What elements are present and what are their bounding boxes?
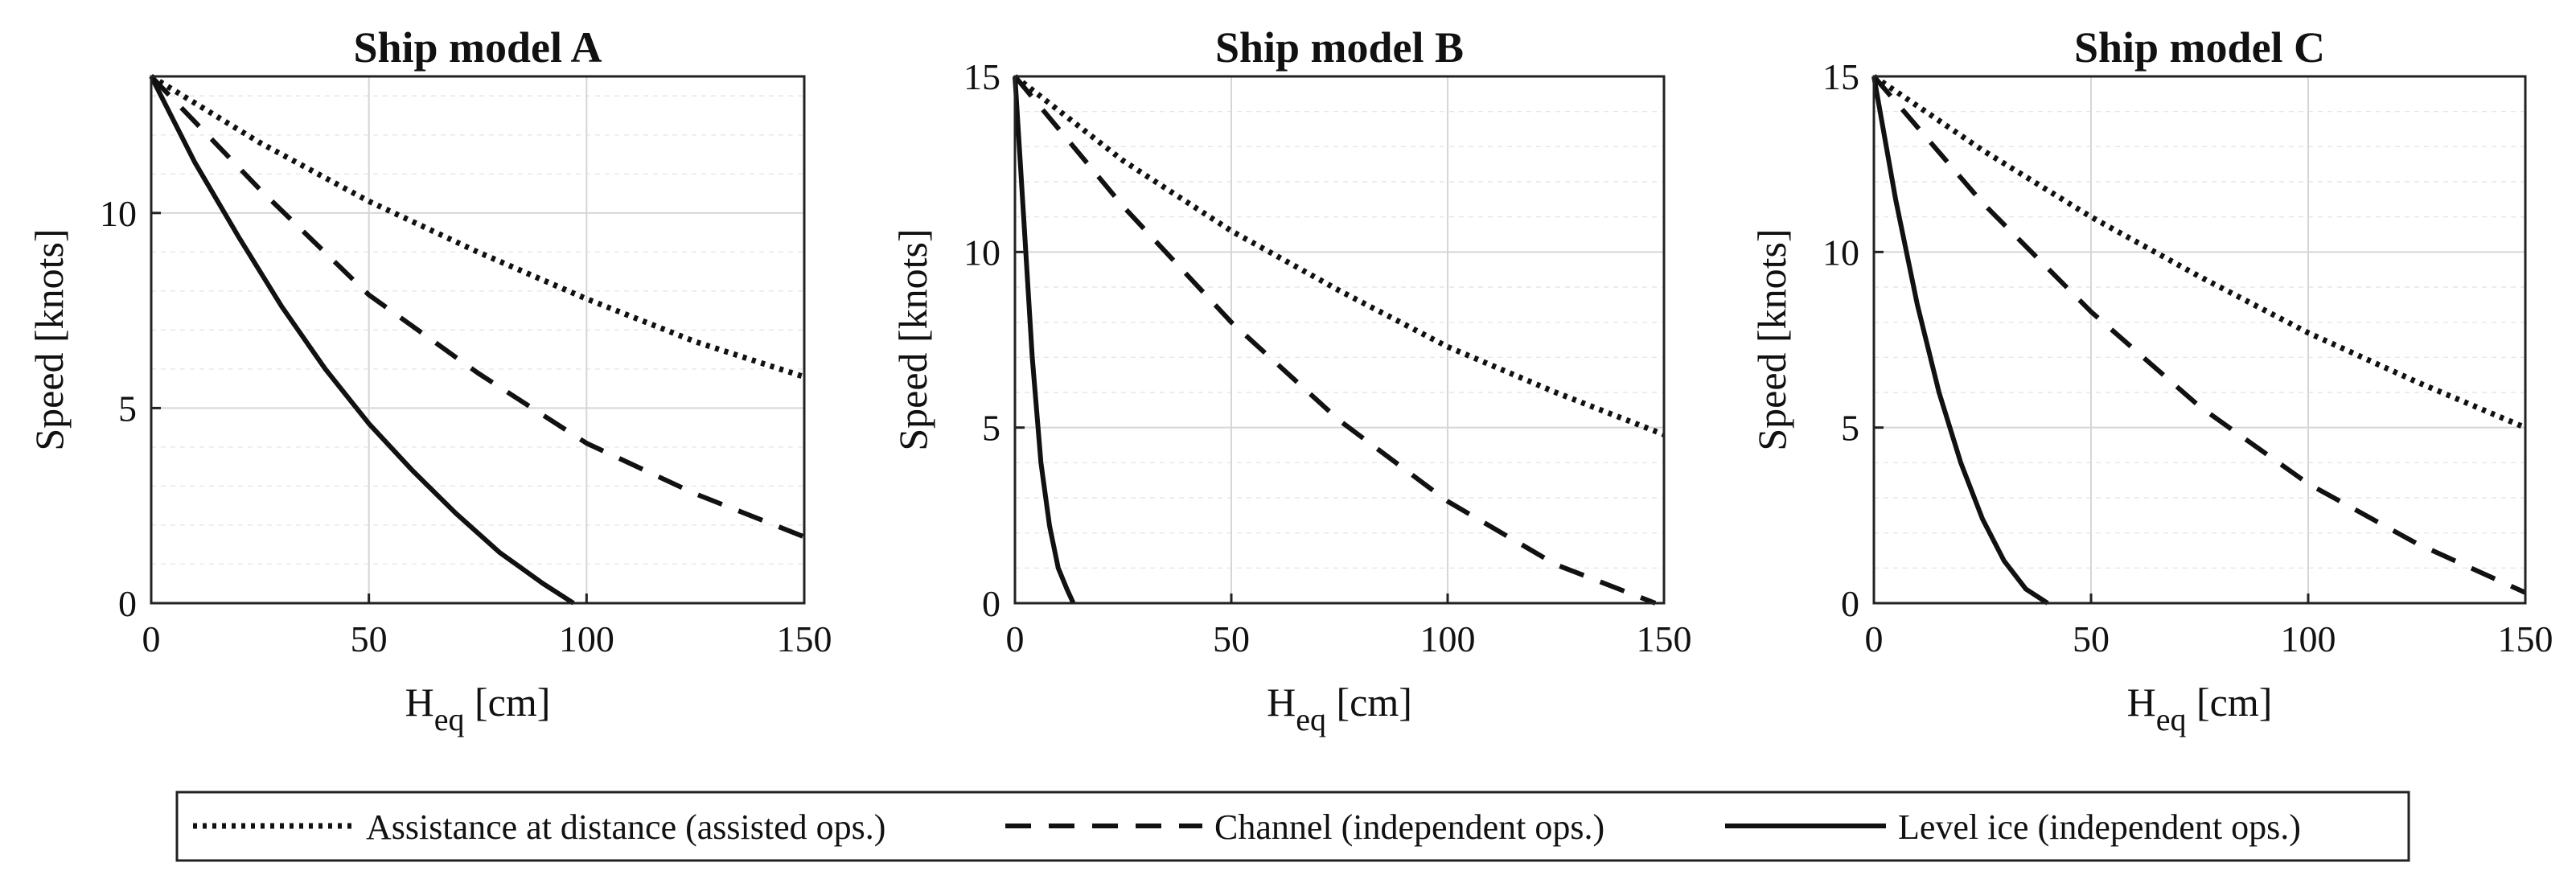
y-tick-label: 10 — [100, 193, 137, 234]
x-tick-label: 100 — [2281, 618, 2336, 659]
series-line-assistance-at-distance — [150, 74, 806, 380]
x-tick-label: 50 — [351, 618, 388, 659]
chart-title: Ship model C — [2074, 23, 2325, 72]
plot-area — [151, 76, 804, 603]
x-tick-label: 0 — [1006, 618, 1025, 659]
y-tick-label: 15 — [1822, 56, 1859, 97]
x-axis-label: Heq [cm] — [405, 680, 551, 737]
legend-label-level-ice: Level ice (independent ops.) — [1898, 807, 2301, 847]
y-tick-label: 5 — [982, 408, 1000, 449]
y-tick-label: 15 — [963, 56, 1000, 97]
y-axis-label: Speed [knots] — [27, 228, 72, 450]
series-line-channel — [149, 74, 806, 540]
y-tick-label: 0 — [982, 583, 1000, 624]
legend: Assistance at distance (assisted ops.) C… — [175, 791, 2410, 862]
chart-panel-1: 0 50 100 150 0 5 10 Ship model A Heq [cm] Speed [… — [27, 23, 832, 737]
x-tick-label: 0 — [142, 618, 161, 659]
x-tick-label: 50 — [1213, 618, 1250, 659]
x-tick-label: 150 — [2498, 618, 2553, 659]
legend-box — [175, 791, 2410, 862]
plot-area — [1015, 76, 1664, 603]
x-tick-label: 0 — [1865, 618, 1884, 659]
y-tick-label: 10 — [1822, 232, 1859, 273]
series-line-level-ice — [1013, 76, 1076, 605]
series-line-assistance-at-distance — [1013, 74, 1666, 437]
y-tick-label: 10 — [963, 232, 1000, 273]
axes-frame — [1872, 75, 2527, 605]
series-line-level-ice — [149, 75, 575, 606]
legend-label-assistance: Assistance at distance (assisted ops.) — [366, 807, 885, 847]
x-axis-label: Heq [cm] — [1267, 680, 1412, 737]
y-tick-label: 5 — [1841, 408, 1859, 449]
y-tick-label: 0 — [118, 583, 137, 624]
x-tick-label: 100 — [1420, 618, 1476, 659]
chart-title: Ship model B — [1215, 23, 1464, 72]
axes-frame — [150, 75, 806, 605]
y-tick-label: 5 — [118, 388, 137, 429]
chart-title: Ship model A — [353, 23, 602, 72]
y-tick-label: 0 — [1841, 583, 1859, 624]
plot-area — [1874, 76, 2525, 603]
x-tick-label: 100 — [559, 618, 614, 659]
x-tick-label: 150 — [1637, 618, 1692, 659]
y-axis-label: Speed [knots] — [890, 228, 935, 450]
x-tick-label: 50 — [2073, 618, 2110, 659]
chart-panel-3: 0 50 100 150 0 5 10 15 Ship model C Heq [cm] Speed… — [1749, 23, 2553, 737]
chart-panel-2: 0 50 100 150 0 5 10 15 Ship model B Heq [cm] Speed… — [890, 23, 1692, 737]
x-tick-label: 150 — [777, 618, 832, 659]
x-axis-label: Heq [cm] — [2127, 680, 2273, 737]
axes-frame — [1013, 75, 1666, 605]
series-line-level-ice — [1871, 76, 2049, 606]
legend-label-channel: Channel (independent ops.) — [1214, 807, 1604, 847]
y-axis-label: Speed [knots] — [1749, 228, 1794, 450]
